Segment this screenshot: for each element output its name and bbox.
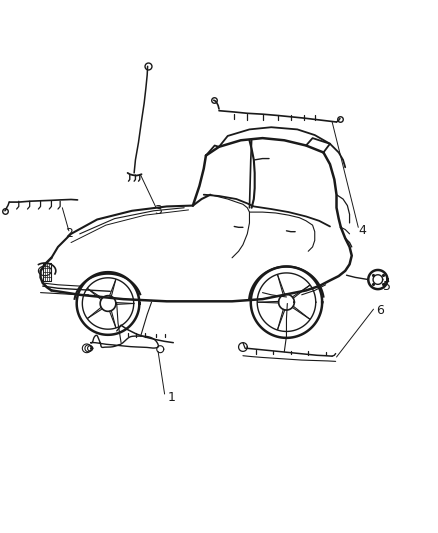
Text: 4: 4 bbox=[359, 224, 367, 237]
Text: 3: 3 bbox=[154, 204, 162, 217]
Text: 1: 1 bbox=[167, 391, 175, 405]
Text: 5: 5 bbox=[382, 280, 391, 293]
Text: 6: 6 bbox=[376, 304, 384, 317]
Text: 2: 2 bbox=[65, 228, 73, 240]
